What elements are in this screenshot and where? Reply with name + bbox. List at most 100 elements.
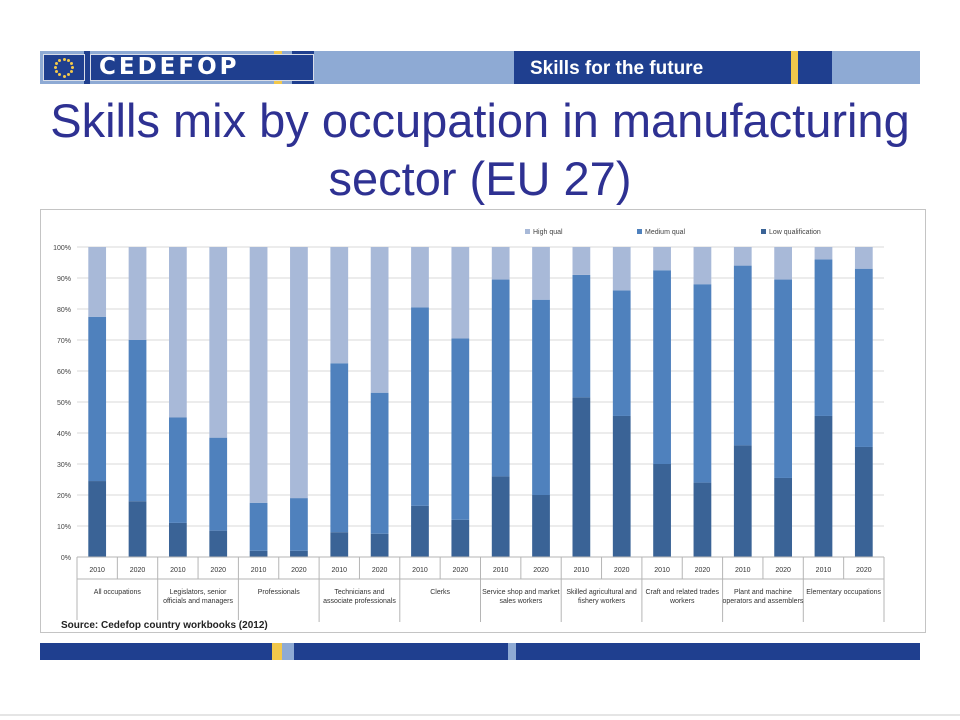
footer-band (40, 643, 920, 660)
x-tick-year: 2010 (816, 567, 832, 574)
slide-title: Skills mix by occupation in manufacturin… (50, 94, 910, 205)
bar-medium-qual (330, 363, 349, 533)
x-tick-year: 2020 (453, 567, 469, 574)
stacked-bar-chart: 0% 10% 20% 30% 40% 50% 60% 70% 80% 90% 100% High qu… (53, 229, 885, 622)
bar-high-qual (209, 247, 228, 438)
y-tick-label: 80% (57, 307, 71, 314)
bar-high-qual (88, 247, 107, 317)
x-tick-year: 2020 (533, 567, 549, 574)
y-tick-label: 10% (57, 524, 71, 531)
bar-low-qualification (612, 415, 631, 557)
eu-star-icon (69, 70, 73, 74)
bar-medium-qual (290, 498, 308, 551)
bar-low-qualification (854, 446, 873, 557)
x-group-label: Plant and machine operators and assembler… (722, 589, 803, 605)
bar-high-qual (451, 247, 470, 339)
x-tick-year: 2020 (695, 567, 711, 574)
bar-low-qualification (733, 445, 752, 557)
x-tick-year: 2010 (412, 567, 428, 574)
bar-low-qualification (88, 481, 107, 557)
y-tick-label: 90% (57, 276, 71, 283)
bar-low-qualification (290, 550, 308, 557)
x-group-label: Skilled agricultural and fishery workers (566, 589, 637, 605)
footer-accent-light (282, 643, 294, 660)
x-tick-year: 2010 (170, 567, 186, 574)
legend-label: Medium qual (645, 229, 686, 236)
x-tick-year: 2020 (210, 567, 226, 574)
bar-low-qualification (128, 501, 147, 557)
bar-high-qual (572, 247, 591, 275)
x-tick-year: 2020 (614, 567, 630, 574)
bar-low-qualification (491, 476, 510, 557)
bar-low-qualification (774, 477, 793, 557)
y-tick-label: 30% (57, 462, 71, 469)
chart-frame: 0% 10% 20% 30% 40% 50% 60% 70% 80% 90% 100% High qu… (40, 209, 926, 633)
bar-medium-qual (814, 259, 833, 416)
bar-medium-qual (128, 340, 147, 502)
footer-accent-yellow (272, 643, 282, 660)
legend-label: Low qualification (769, 229, 821, 236)
bar-medium-qual (612, 290, 631, 416)
y-tick-label: 70% (57, 338, 71, 345)
x-group-label: All occupations (94, 589, 142, 596)
legend-label: High qual (533, 229, 563, 236)
bar-medium-qual (572, 274, 591, 398)
x-group-label: Service shop and market sales workers (482, 589, 559, 605)
bar-high-qual (491, 247, 510, 280)
bar-low-qualification (653, 464, 671, 557)
bar-high-qual (733, 247, 752, 266)
bar-high-qual (249, 247, 268, 503)
bar-high-qual (411, 247, 429, 308)
bar-medium-qual (451, 338, 470, 520)
bar-medium-qual (249, 502, 268, 551)
bar-high-qual (532, 247, 550, 300)
bar-high-qual (330, 247, 349, 364)
x-group-label: Technicians and associate professionals (323, 589, 396, 605)
bar-medium-qual (733, 265, 752, 446)
bar-medium-qual (411, 307, 429, 506)
bar-medium-qual (854, 268, 873, 447)
x-group-label: Craft and related trades workers (645, 589, 719, 605)
bar-high-qual (693, 247, 712, 285)
x-tick-year: 2010 (654, 567, 670, 574)
bar-medium-qual (168, 417, 187, 523)
y-tick-label: 0% (61, 555, 71, 562)
bar-medium-qual (653, 270, 671, 464)
bar-medium-qual (209, 437, 228, 531)
bar-medium-qual (693, 284, 712, 483)
x-tick-year: 2010 (735, 567, 751, 574)
bar-low-qualification (249, 550, 268, 557)
x-tick-year: 2010 (331, 567, 347, 574)
x-tick-year: 2020 (856, 567, 872, 574)
eu-star-icon (58, 73, 62, 77)
x-tick-year: 2020 (775, 567, 791, 574)
header-title: Skills for the future (514, 51, 832, 84)
bar-low-qualification (532, 495, 550, 557)
footer-accent-light-right (508, 643, 516, 660)
bar-low-qualification (814, 415, 833, 557)
bar-low-qualification (693, 482, 712, 557)
y-tick-label: 60% (57, 369, 71, 376)
bar-low-qualification (370, 533, 389, 557)
bar-medium-qual (774, 279, 793, 478)
x-tick-year: 2020 (130, 567, 146, 574)
bar-high-qual (814, 247, 833, 260)
x-group-label: Legislators, senior officials and manager… (163, 589, 233, 605)
bar-low-qualification (451, 519, 470, 557)
y-tick-label: 40% (57, 431, 71, 438)
bar-medium-qual (491, 279, 510, 477)
eu-star-icon (71, 66, 74, 69)
eu-star-icon (62, 74, 66, 78)
eu-star-icon (62, 57, 66, 61)
bar-medium-qual (370, 392, 389, 534)
source-note: Source: Cedefop country workbooks (2012) (59, 620, 270, 631)
y-tick-label: 20% (57, 493, 71, 500)
bar-low-qualification (572, 397, 591, 557)
header-band: CEDEFOP Skills for the future (40, 51, 920, 84)
bar-medium-qual (532, 299, 550, 495)
x-group-label: Professionals (258, 589, 301, 596)
bar-medium-qual (88, 316, 107, 482)
x-tick-year: 2010 (574, 567, 590, 574)
bar-high-qual (168, 247, 187, 418)
x-tick-year: 2010 (89, 567, 105, 574)
